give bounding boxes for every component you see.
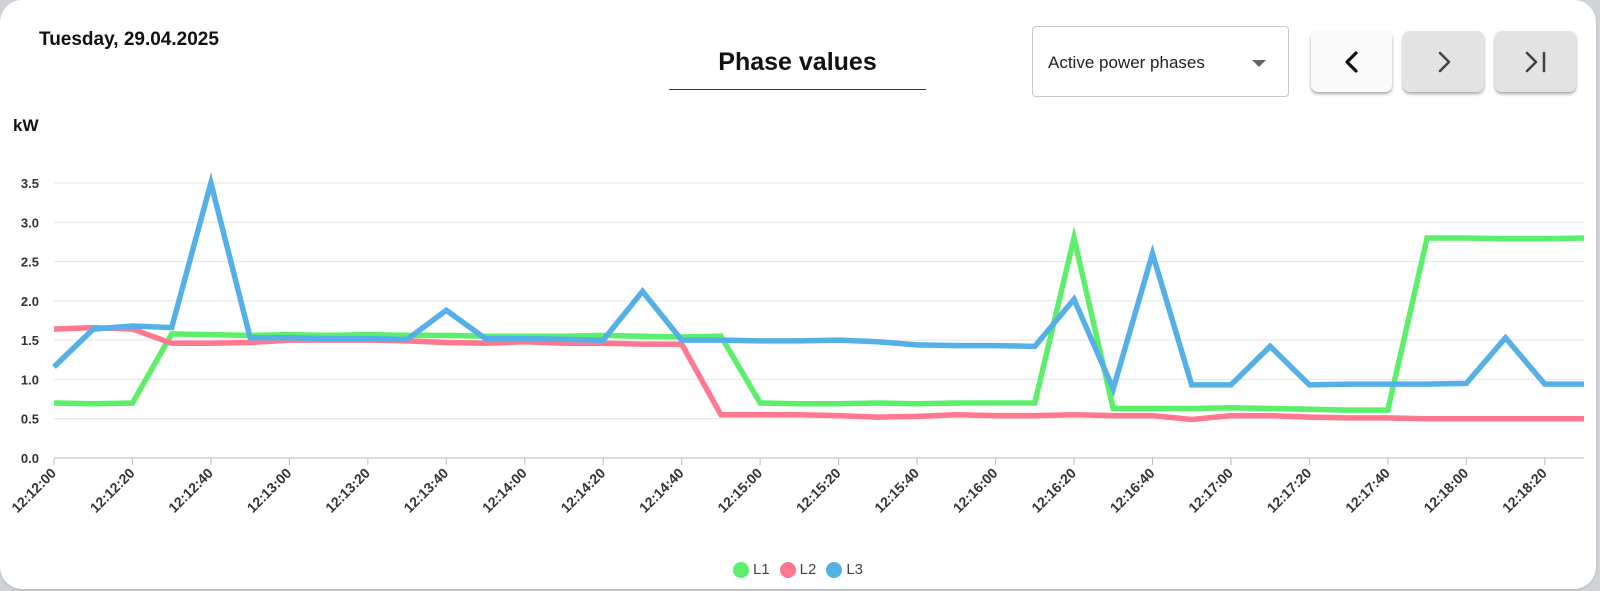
y-tick-label: 2.5 (21, 255, 39, 270)
y-tick-label: 1.0 (21, 372, 39, 387)
x-tick-label: 12:12:40 (165, 465, 216, 516)
x-tick-label: 12:16:40 (1107, 465, 1158, 516)
x-tick-label: 12:14:40 (636, 465, 687, 516)
legend-dot (826, 561, 843, 578)
y-tick-label: 3.5 (21, 176, 39, 191)
measurement-select[interactable]: Active power phases (1032, 26, 1289, 97)
x-tick-label: 12:13:00 (244, 465, 295, 516)
legend-label: L2 (799, 561, 817, 578)
legend: L1 L2 L3 (0, 561, 1596, 578)
x-tick-label: 12:13:40 (400, 465, 451, 516)
x-tick-label: 12:15:20 (793, 465, 844, 516)
x-tick-label: 12:17:20 (1264, 465, 1315, 516)
date-label: Tuesday, 29.04.2025 (39, 29, 219, 50)
y-tick-label: 3.0 (21, 215, 39, 230)
chevron-down-icon (1252, 60, 1266, 67)
x-tick-labels: 12:12:00 12:12:20 12:12:40 12:13:00 12:13:20… (8, 465, 1550, 516)
previous-button[interactable] (1311, 31, 1392, 92)
chart-title-wrap: Phase values (669, 48, 926, 90)
x-tick-label: 12:16:00 (950, 465, 1001, 516)
x-tick-label: 12:14:00 (479, 465, 530, 516)
measurement-select-value: Active power phases (1048, 53, 1205, 72)
chevron-left-icon (1344, 50, 1358, 73)
legend-label: L3 (846, 561, 864, 578)
legend-dot (779, 561, 796, 578)
y-tick-label: 0.5 (21, 412, 39, 427)
series-line-l1 (53, 225, 1585, 413)
x-tick-label: 12:14:20 (557, 465, 608, 516)
legend-item-l2[interactable]: L2 (779, 561, 817, 578)
x-tick-label: 12:13:20 (322, 465, 373, 516)
series-lines (52, 172, 1585, 423)
legend-item-l1[interactable]: L1 (732, 561, 770, 578)
x-tick-label: 12:17:00 (1185, 465, 1236, 516)
legend-dot (732, 561, 749, 578)
x-tick-label: 12:18:00 (1420, 465, 1471, 516)
x-tick-label: 12:17:40 (1342, 465, 1393, 516)
x-tick-label: 12:15:40 (871, 465, 922, 516)
y-axis-unit: kW (13, 116, 39, 135)
grid-lines (53, 182, 1584, 465)
x-tick-label: 12:12:20 (87, 465, 138, 516)
x-tick-label: 12:16:20 (1028, 465, 1079, 516)
y-tick-labels: 0.0 0.5 1.0 1.5 2.0 2.5 3.0 3.5 (21, 176, 39, 466)
y-tick-label: 2.0 (21, 294, 39, 309)
next-button[interactable] (1403, 31, 1484, 92)
y-tick-label: 0.0 (21, 451, 39, 466)
series-line-l3 (52, 172, 1584, 397)
skip-to-end-button[interactable] (1495, 31, 1576, 92)
x-tick-label: 12:18:20 (1499, 465, 1550, 516)
legend-item-l3[interactable]: L3 (826, 561, 863, 578)
legend-label: L1 (752, 561, 770, 578)
x-tick-label: 12:15:00 (714, 465, 765, 516)
y-tick-label: 1.5 (21, 333, 39, 348)
chart-title: Phase values (718, 48, 877, 76)
x-tick-label: 12:12:00 (8, 465, 59, 516)
skip-to-end-icon (1525, 51, 1545, 72)
chevron-right-icon (1438, 51, 1450, 72)
